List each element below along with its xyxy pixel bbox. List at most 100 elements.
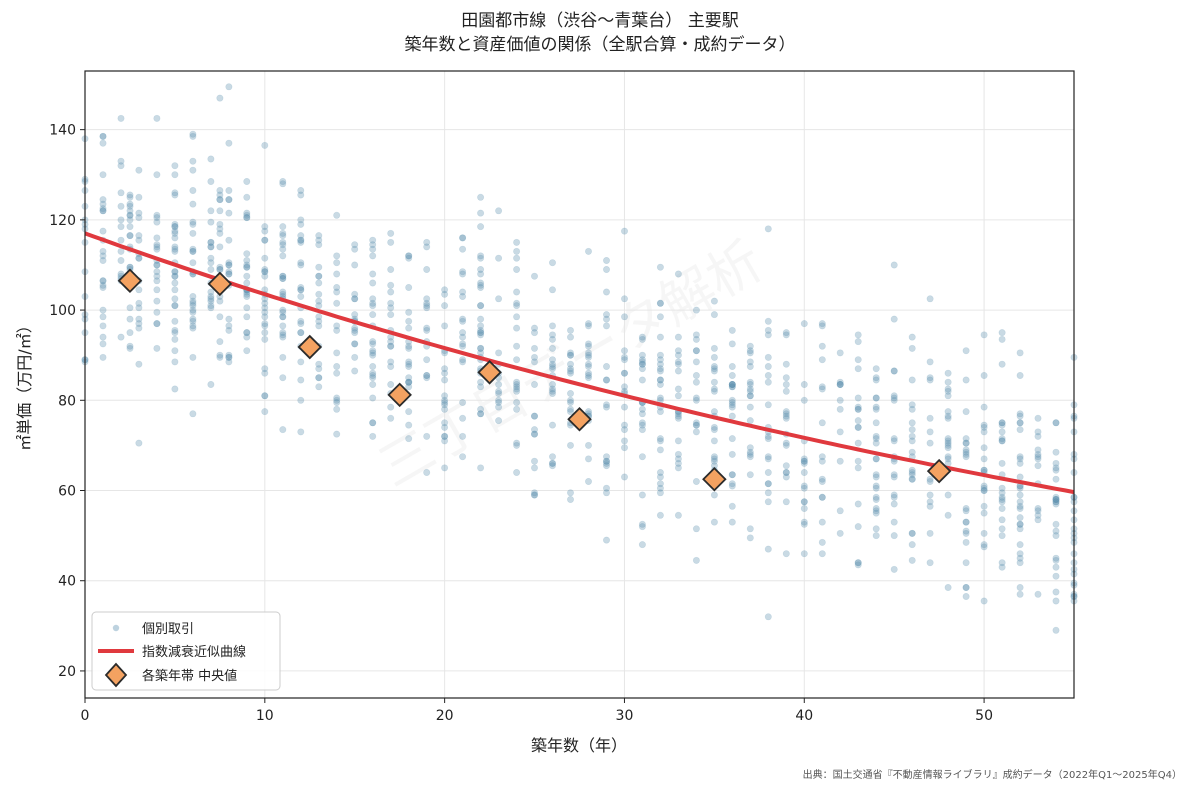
scatter-point <box>602 453 610 461</box>
scatter-point <box>872 394 880 402</box>
scatter-point <box>513 247 521 255</box>
scatter-point <box>405 374 413 382</box>
scatter-point <box>800 457 808 465</box>
scatter-point <box>746 453 754 461</box>
scatter-point <box>171 234 179 242</box>
scatter-point <box>710 518 718 526</box>
scatter-point <box>351 353 359 361</box>
scatter-point <box>656 468 664 476</box>
scatter-point <box>369 252 377 260</box>
scatter-point <box>279 241 287 249</box>
scatter-point <box>225 236 233 244</box>
scatter-point <box>764 371 772 379</box>
x-axis-label: 築年数（年） <box>531 736 627 755</box>
scatter-point <box>459 453 467 461</box>
scatter-point <box>243 333 251 341</box>
scatter-point <box>189 259 197 267</box>
y-tick-label: 20 <box>58 664 76 680</box>
scatter-point <box>1034 590 1042 598</box>
scatter-point <box>459 268 467 276</box>
scatter-point <box>962 453 970 461</box>
scatter-point <box>1016 502 1024 510</box>
median-marker <box>567 406 592 432</box>
scatter-point <box>189 353 197 361</box>
scatter-point <box>189 166 197 174</box>
scatter-point <box>908 468 916 476</box>
scatter-point <box>800 455 808 463</box>
scatter-point <box>441 464 449 472</box>
scatter-point <box>584 340 592 348</box>
scatter-point <box>728 450 736 458</box>
scatter-point <box>243 292 251 300</box>
scatter-point <box>216 229 224 237</box>
scatter-point <box>405 435 413 443</box>
scatter-point <box>216 207 224 215</box>
scatter-point <box>279 308 287 316</box>
scatter-point <box>423 324 431 332</box>
scatter-point <box>746 378 754 386</box>
scatter-point <box>674 358 682 366</box>
scatter-point <box>980 509 988 517</box>
scatter-point <box>1052 500 1060 508</box>
scatter-point <box>207 178 215 186</box>
scatter-point <box>890 493 898 501</box>
scatter-point <box>674 351 682 359</box>
scatter-point <box>477 302 485 310</box>
scatter-point <box>477 279 485 287</box>
scatter-point <box>854 405 862 413</box>
scatter-point <box>171 268 179 276</box>
scatter-point <box>189 130 197 138</box>
scatter-point <box>656 351 664 359</box>
scatter-point <box>279 313 287 321</box>
scatter-point <box>387 403 395 411</box>
scatter-point <box>189 410 197 418</box>
scatter-point <box>405 378 413 386</box>
scatter-point <box>746 444 754 452</box>
scatter-point <box>216 196 224 204</box>
scatter-point <box>117 256 125 264</box>
scatter-point <box>99 313 107 321</box>
scatter-point <box>692 428 700 436</box>
scatter-point <box>998 360 1006 368</box>
scatter-point <box>297 236 305 244</box>
scatter-point <box>297 191 305 199</box>
scatter-point <box>261 265 269 273</box>
scatter-point <box>333 299 341 307</box>
scatter-point <box>1016 554 1024 562</box>
scatter-point <box>513 380 521 388</box>
scatter-point <box>387 229 395 237</box>
scatter-point <box>944 378 952 386</box>
scatter-point <box>818 453 826 461</box>
scatter-point <box>117 114 125 122</box>
scatter-point <box>459 340 467 348</box>
scatter-point <box>261 254 269 262</box>
scatter-point <box>1052 464 1060 472</box>
scatter-point <box>216 243 224 251</box>
scatter-point <box>171 162 179 170</box>
scatter-point <box>189 200 197 208</box>
scatter-point <box>710 437 718 445</box>
scatter-point <box>656 333 664 341</box>
scatter-point <box>279 274 287 282</box>
scatter-point <box>872 455 880 463</box>
median-marker <box>297 334 323 360</box>
scatter-point <box>980 597 988 605</box>
scatter-point <box>225 315 233 323</box>
scatter-point <box>477 209 485 217</box>
scatter-point <box>710 408 718 416</box>
scatter-point <box>126 211 134 219</box>
scatter-point <box>297 259 305 267</box>
median-marker <box>477 360 502 385</box>
scatter-point <box>1052 419 1060 427</box>
scatter-point <box>872 439 880 447</box>
scatter-point <box>710 353 718 361</box>
scatter-point <box>530 491 538 499</box>
scatter-point <box>216 225 224 233</box>
scatter-point <box>728 471 736 479</box>
scatter-point <box>243 178 251 186</box>
scatter-point <box>962 450 970 458</box>
scatter-point <box>548 331 556 339</box>
scatter-point <box>279 329 287 337</box>
scatter-point <box>423 326 431 334</box>
